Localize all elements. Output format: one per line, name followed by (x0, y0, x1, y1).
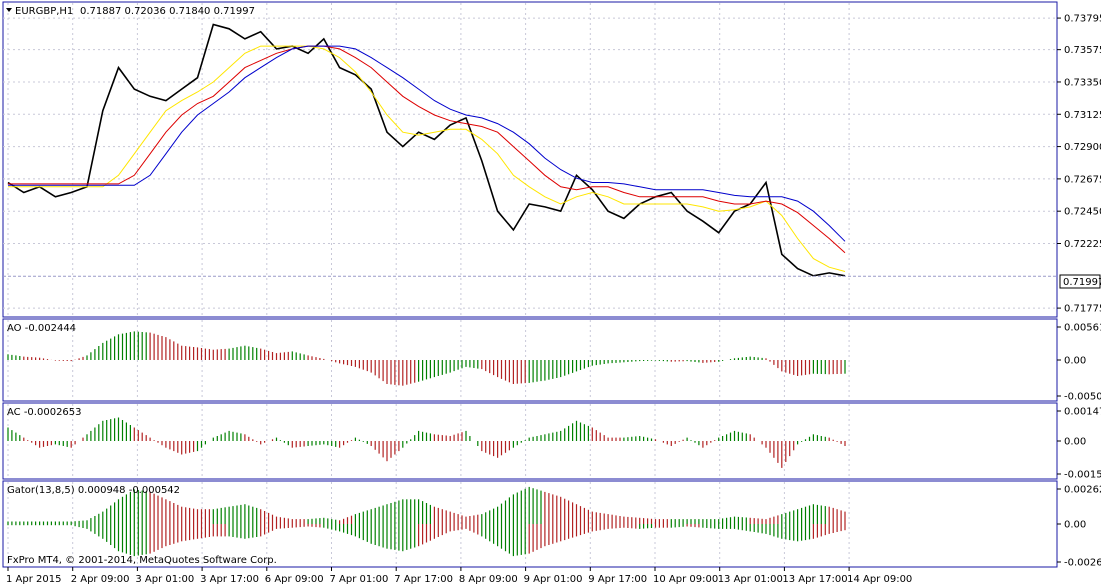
time-axis-label: 8 Apr 09:00 (459, 574, 518, 585)
current-price-box (1059, 274, 1101, 289)
time-axis-label: 1 Apr 2015 (6, 574, 61, 585)
time-axis-label: 9 Apr 01:00 (524, 574, 583, 585)
price-plot (3, 23, 1057, 277)
teeth-line (8, 45, 846, 254)
price-axis-label: -0.002651 (1064, 558, 1101, 569)
time-axis-label: 14 Apr 09:00 (847, 574, 912, 585)
time-axis: 1 Apr 2015 2 Apr 09:00 3 Apr 01:00 3 Apr 17… (6, 567, 912, 585)
price-axis-label: 0.71775 (1064, 304, 1101, 315)
price-line (7, 23, 846, 277)
price-axis-label: 0.00 (1064, 520, 1086, 531)
current-price-label: 0.71997 (1063, 277, 1101, 288)
gator-histogram (7, 486, 846, 557)
time-axis-label: 6 Apr 09:00 (265, 574, 324, 585)
grid (3, 3, 1057, 566)
price-axis-label: 0.73795 (1064, 14, 1101, 25)
ac-histogram (7, 417, 846, 468)
gator-title: Gator(13,8,5) 0.000948 -0.000542 (7, 485, 180, 496)
ao-histogram (7, 331, 846, 386)
price-axis-label: 0.005611 (1064, 323, 1101, 334)
price-axis-label: 0.001471 (1064, 407, 1101, 418)
time-axis-label: 10 Apr 09:00 (653, 574, 718, 585)
price-axis-label: 0.00 (1064, 356, 1086, 367)
time-axis-label: 13 Apr 01:00 (718, 574, 783, 585)
time-axis-label: 13 Apr 17:00 (782, 574, 847, 585)
time-axis-label: 7 Apr 17:00 (394, 574, 453, 585)
ohlc-label: 0.71887 0.72036 0.71840 0.71997 (80, 6, 255, 17)
price-axis-label: 0.73575 (1064, 45, 1101, 56)
price-pane[interactable] (2, 1, 1058, 318)
price-axis-label: 0.00 (1064, 437, 1086, 448)
ac-title: AC -0.0002653 (7, 407, 82, 418)
time-axis-label: 3 Apr 17:00 (200, 574, 259, 585)
time-axis-label: 2 Apr 09:00 (71, 574, 130, 585)
credit-text: FxPro MT4, © 2001-2014, MetaQuotes Softw… (7, 555, 277, 566)
symbol-label: EURGBP,H1 (15, 6, 73, 17)
price-axis-label: -0.005023 (1064, 392, 1101, 403)
time-axis-label: 7 Apr 01:00 (330, 574, 389, 585)
jaw-line (8, 45, 846, 242)
price-axis-label: -0.001542 (1064, 470, 1101, 481)
price-axis-label: 0.72675 (1064, 174, 1101, 185)
ao-title: AO -0.002444 (7, 323, 76, 334)
time-axis-label: 9 Apr 17:00 (588, 574, 647, 585)
lips-line (8, 45, 846, 272)
price-axis-label: 0.002623 (1064, 485, 1101, 496)
price-axis-label: 0.73125 (1064, 110, 1101, 121)
price-axis-label: 0.72225 (1064, 239, 1101, 250)
chart-menu-icon[interactable] (6, 8, 12, 12)
time-axis-label: 3 Apr 01:00 (135, 574, 194, 585)
